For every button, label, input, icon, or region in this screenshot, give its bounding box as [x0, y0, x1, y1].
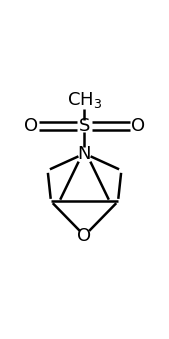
- Text: N: N: [78, 144, 91, 163]
- Text: CH$_3$: CH$_3$: [67, 90, 102, 110]
- Text: S: S: [79, 117, 90, 135]
- Text: O: O: [24, 117, 38, 135]
- Text: O: O: [131, 117, 145, 135]
- Text: O: O: [77, 227, 92, 245]
